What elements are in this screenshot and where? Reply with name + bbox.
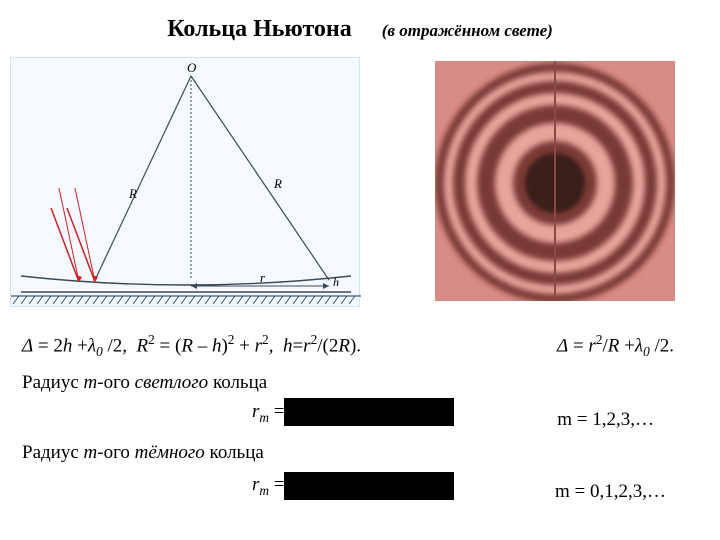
rings-svg <box>435 61 675 301</box>
light-ring-redacted <box>284 398 454 426</box>
figures-row: O R R r h <box>0 53 720 317</box>
svg-text:h: h <box>333 275 339 289</box>
newton-rings-image <box>435 61 675 301</box>
dark-ring-label-row: Радиус m-ого тёмного кольца <box>22 438 680 468</box>
formula-delta-h: Δ = 2h +λ0 /2, R2 = (R – h)2 + r2, h=r2/… <box>22 329 361 362</box>
m-values-dark: m = 0,1,2,3,… <box>555 477 666 507</box>
geometry-diagram: O R R r h <box>10 57 360 307</box>
diagram-svg: O R R r h <box>11 58 361 308</box>
svg-text:R: R <box>128 186 137 201</box>
page-title: Кольца Ньютона <box>167 16 352 43</box>
dark-ring-label: Радиус m-ого тёмного кольца <box>22 438 264 468</box>
light-ring-label: Радиус m-ого светлого кольца <box>22 368 267 398</box>
light-ring-label-row: Радиус m-ого светлого кольца <box>22 368 680 398</box>
svg-text:R: R <box>273 176 282 191</box>
formula-delta-r: Δ = r2/R +λ0 /2. <box>557 329 674 362</box>
m-values-light: m = 1,2,3,… <box>557 405 654 435</box>
page-subtitle: (в отражённом свете) <box>382 21 553 41</box>
dark-ring-redacted <box>284 472 454 500</box>
light-ring-prefix: rm = <box>252 397 284 428</box>
svg-text:O: O <box>187 60 197 75</box>
dark-ring-prefix: rm = <box>252 470 284 501</box>
formula-block: Δ = 2h +λ0 /2, R2 = (R – h)2 + r2, h=r2/… <box>0 317 720 501</box>
title-row: Кольца Ньютона (в отражённом свете) <box>0 0 720 53</box>
